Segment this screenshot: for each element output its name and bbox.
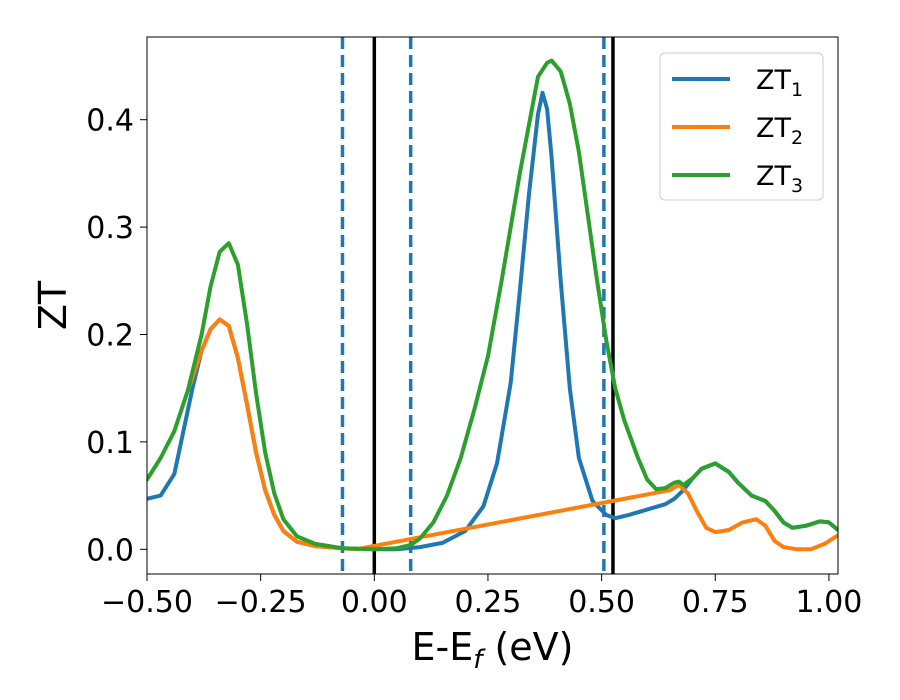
x-tick-label: 0.50 <box>568 585 635 620</box>
legend: ZT1 ZT2 ZT3 <box>659 52 824 201</box>
y-tick-label: 0.2 <box>86 318 134 353</box>
series-line-zt3 <box>147 58 838 552</box>
plot-frame <box>146 36 839 575</box>
x-tick-label: 1.00 <box>796 585 863 620</box>
y-tick-label: 0.3 <box>86 211 134 246</box>
x-tick-label: 0.75 <box>682 585 749 620</box>
vertical-lines <box>340 37 615 574</box>
x-tick-label: −0.25 <box>215 585 307 620</box>
x-tick-label: 0.25 <box>455 585 522 620</box>
series-layer <box>147 58 838 552</box>
x-axis: −0.50 −0.25 0.00 0.25 0.50 0.75 1.00 <box>101 574 862 620</box>
x-axis-title: E-Ef (eV) <box>412 625 574 675</box>
series-line-zt2 <box>185 317 838 552</box>
x-axis-title-unit: (eV) <box>482 625 573 669</box>
y-axis: 0.0 0.1 0.2 0.3 0.4 <box>86 104 147 568</box>
legend-box <box>659 52 824 201</box>
y-tick-label: 0.1 <box>86 426 134 461</box>
y-tick-label: 0.0 <box>86 533 134 568</box>
y-axis-title: ZT <box>31 280 75 330</box>
legend-label-zt1: ZT1 <box>756 65 803 101</box>
legend-label-zt3: ZT3 <box>756 161 803 197</box>
y-tick-label: 0.4 <box>86 104 134 139</box>
x-tick-label: −0.50 <box>101 585 193 620</box>
x-axis-title-main: E-E <box>412 625 474 669</box>
x-tick-label: 0.00 <box>341 585 408 620</box>
legend-label-zt2: ZT2 <box>756 113 803 149</box>
